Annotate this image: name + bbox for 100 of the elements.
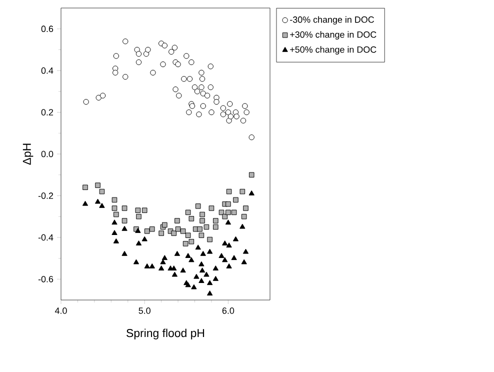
point	[198, 70, 204, 76]
point	[194, 88, 200, 94]
point	[186, 76, 193, 82]
point	[208, 84, 214, 90]
point	[204, 224, 210, 230]
point	[208, 64, 214, 70]
point	[160, 259, 166, 264]
point	[162, 42, 168, 48]
point	[122, 218, 128, 224]
point	[207, 236, 212, 242]
point	[136, 59, 142, 66]
y-axis-title: ΔpH	[22, 144, 34, 165]
y-tick-label: 0.0	[41, 150, 54, 158]
point	[206, 280, 213, 286]
point	[234, 114, 240, 120]
point	[204, 272, 210, 277]
point	[135, 208, 141, 213]
point	[82, 184, 88, 190]
point	[142, 208, 148, 213]
point	[198, 261, 204, 266]
y-tick-label: -0.6	[38, 276, 54, 282]
point	[206, 290, 213, 296]
point	[114, 212, 119, 218]
legend-label: -30% change in DOC	[290, 16, 374, 25]
legend-label: +50% change in DOC	[290, 46, 376, 54]
point	[228, 114, 234, 120]
point	[174, 218, 180, 224]
point	[184, 53, 190, 59]
point	[122, 74, 128, 80]
point	[172, 272, 178, 277]
point	[213, 224, 218, 230]
point	[220, 112, 226, 118]
point	[133, 259, 140, 264]
point	[112, 230, 118, 235]
point	[142, 236, 148, 242]
point	[200, 250, 206, 256]
point	[231, 255, 237, 260]
point	[195, 204, 201, 209]
point	[188, 216, 194, 222]
point	[214, 99, 220, 105]
point	[248, 190, 254, 196]
point	[198, 84, 204, 90]
point	[160, 61, 166, 68]
point	[168, 48, 174, 55]
point	[242, 103, 248, 109]
point	[188, 59, 194, 66]
point	[94, 198, 101, 204]
point	[122, 38, 128, 44]
point	[149, 263, 155, 268]
point	[241, 259, 247, 264]
point	[136, 240, 142, 246]
point	[195, 244, 201, 250]
point	[226, 188, 232, 194]
legend-label: +30% change in DOC	[290, 31, 376, 40]
point	[218, 252, 224, 258]
point	[194, 274, 200, 279]
point	[122, 226, 128, 231]
point	[185, 210, 191, 216]
point	[113, 238, 120, 244]
point	[144, 228, 150, 234]
point	[175, 226, 181, 232]
point	[240, 188, 246, 194]
y-tick-label: 0.4	[41, 67, 54, 74]
point	[200, 90, 206, 96]
point	[82, 200, 88, 206]
point	[185, 232, 191, 238]
point	[200, 103, 206, 109]
point	[240, 118, 246, 124]
point	[192, 84, 198, 90]
point	[212, 265, 218, 270]
x-tick-label: 6.0	[222, 308, 234, 314]
point	[200, 218, 205, 224]
point	[99, 188, 105, 194]
point	[212, 276, 218, 281]
point	[83, 99, 89, 105]
point	[242, 248, 249, 254]
y-tick-label: 0.6	[41, 26, 54, 32]
point	[188, 238, 194, 244]
point	[185, 252, 191, 258]
point	[145, 46, 151, 53]
point	[100, 92, 106, 98]
y-tick-label: -0.2	[38, 192, 54, 199]
point	[204, 92, 210, 98]
point	[222, 214, 228, 220]
point	[174, 250, 180, 256]
point	[99, 202, 105, 208]
point	[136, 214, 142, 220]
point	[241, 214, 247, 220]
point	[208, 109, 214, 116]
x-tick-label: 4.0	[54, 308, 67, 314]
point	[158, 265, 164, 270]
y-tick-label: 0.2	[41, 109, 54, 116]
point	[226, 242, 232, 248]
point	[112, 197, 118, 203]
point	[149, 226, 155, 232]
point	[171, 230, 176, 236]
point	[240, 224, 246, 229]
x-axis-title: Spring flood pH	[126, 328, 204, 340]
point	[186, 109, 192, 116]
point	[225, 109, 232, 116]
